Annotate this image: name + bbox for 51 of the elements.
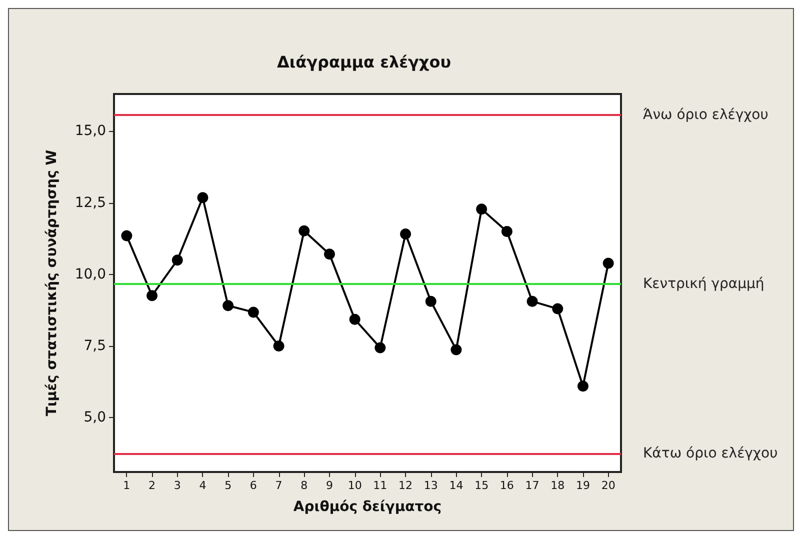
chart-title: Διάγραμμα ελέγχου [276, 52, 452, 72]
point [450, 344, 462, 356]
y-tick-label: 5,0 [84, 410, 106, 426]
x-tick-label: 4 [199, 479, 206, 492]
point [400, 228, 412, 240]
x-tick-label: 11 [373, 479, 388, 492]
point [273, 340, 284, 352]
point [476, 204, 488, 215]
x-tick-label: 7 [275, 479, 282, 492]
x-tick-label: 14 [449, 479, 464, 492]
x-tick-label: 19 [576, 479, 590, 492]
point [298, 225, 310, 236]
x-tick-label: 17 [525, 479, 540, 492]
x-tick-label: 10 [348, 479, 362, 492]
x-tick-label: 5 [224, 479, 232, 492]
point [577, 380, 588, 392]
point [248, 306, 259, 318]
point [121, 230, 132, 242]
x-tick-label: 1 [123, 479, 130, 492]
y-axis-title: Τιμές στατιστικής συνάρτησης W [44, 150, 60, 416]
point [349, 314, 360, 325]
x-tick-label: 18 [550, 479, 565, 492]
point [222, 300, 234, 312]
point [425, 296, 436, 307]
x-tick-label: 8 [300, 479, 308, 492]
y-tick-label: 15,0 [74, 123, 106, 140]
x-tick-label: 9 [326, 479, 333, 492]
point [172, 254, 183, 266]
x-tick-label: 16 [500, 479, 514, 492]
ref-line-label: Κεντρική γραμμή [643, 276, 764, 292]
point [552, 303, 564, 314]
x-tick-label: 6 [250, 479, 257, 492]
x-axis-title: Αριθμός δείγματος [293, 499, 442, 515]
x-tick-label: 12 [398, 479, 413, 492]
y-tick-label: 7,5 [84, 338, 106, 354]
point [146, 290, 158, 302]
y-tick-label: 10,0 [74, 266, 106, 282]
point [374, 342, 386, 354]
x-tick-label: 15 [474, 479, 489, 492]
x-tick-label: 3 [174, 479, 181, 492]
ref-line-label: Κάτω όριο ελέγχου [643, 445, 778, 462]
x-tick-label: 13 [424, 479, 438, 492]
y-tick-label: 12,5 [74, 194, 106, 211]
point [324, 248, 335, 260]
x-tick-label: 20 [601, 479, 616, 492]
point [602, 258, 614, 269]
point [526, 296, 538, 307]
point [197, 192, 208, 204]
x-tick-label: 2 [148, 479, 156, 492]
point [501, 226, 512, 237]
ref-line-label: Άνω όριο ελέγχου [643, 107, 768, 124]
